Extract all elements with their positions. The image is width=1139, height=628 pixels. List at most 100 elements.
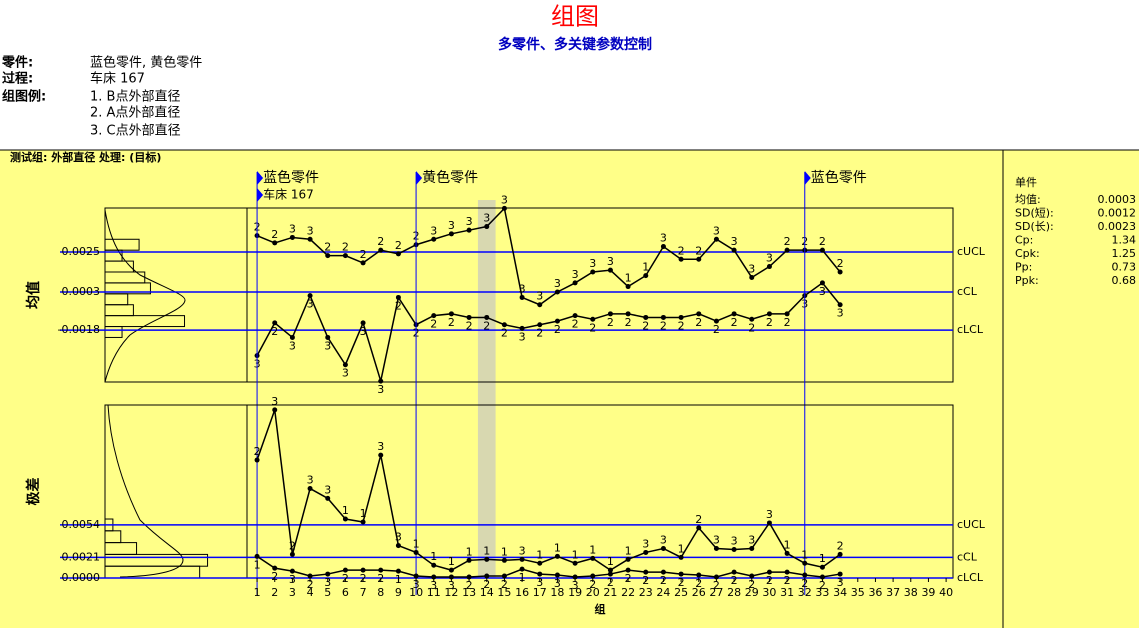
point bbox=[731, 569, 737, 575]
y-axis-label: 均值 bbox=[25, 281, 42, 309]
point bbox=[254, 553, 260, 559]
point bbox=[325, 495, 331, 501]
x-tick-label: 40 bbox=[939, 586, 953, 599]
point-label: 3 bbox=[589, 257, 596, 270]
point bbox=[289, 568, 295, 574]
point-label: 3 bbox=[572, 268, 579, 281]
point bbox=[360, 320, 366, 326]
point bbox=[448, 567, 454, 573]
point-label: 1 bbox=[448, 555, 455, 568]
point bbox=[501, 557, 507, 563]
normal-curve bbox=[107, 404, 184, 578]
control-label: cLCL bbox=[957, 323, 984, 336]
point bbox=[448, 231, 454, 237]
point bbox=[713, 236, 719, 242]
x-tick-label: 33 bbox=[815, 586, 829, 599]
point bbox=[342, 516, 348, 522]
x-tick-label: 8 bbox=[377, 586, 384, 599]
point bbox=[395, 568, 401, 574]
group-title: 测试组: 外部直径 处理: (目标) bbox=[10, 150, 161, 164]
point bbox=[378, 378, 384, 384]
point bbox=[731, 247, 737, 253]
normal-curve bbox=[104, 209, 186, 383]
point bbox=[554, 553, 560, 559]
point bbox=[784, 247, 790, 253]
stat-label: Cp: bbox=[1015, 234, 1033, 247]
point bbox=[431, 236, 437, 242]
point-label: 2 bbox=[731, 316, 738, 329]
point-label: 2 bbox=[642, 319, 649, 332]
point-label: 3 bbox=[536, 576, 543, 589]
point bbox=[643, 549, 649, 555]
point-label: 3 bbox=[748, 534, 755, 547]
point bbox=[537, 560, 543, 566]
point-label: 2 bbox=[589, 321, 596, 334]
hist-bar bbox=[104, 553, 209, 567]
point-label: 1 bbox=[642, 261, 649, 274]
point-label: 3 bbox=[713, 534, 720, 547]
point-label: 2 bbox=[554, 323, 561, 336]
point-label: 2 bbox=[501, 578, 508, 591]
point bbox=[554, 318, 560, 324]
point bbox=[360, 519, 366, 525]
stat-label: SD(短): bbox=[1015, 206, 1054, 220]
point bbox=[307, 573, 313, 579]
point bbox=[749, 573, 755, 579]
x-tick-label: 37 bbox=[886, 586, 900, 599]
point bbox=[554, 572, 560, 578]
point bbox=[766, 569, 772, 575]
point-label: 3 bbox=[837, 576, 844, 589]
stat-label: SD(长): bbox=[1015, 220, 1054, 233]
x-tick-label: 26 bbox=[692, 586, 706, 599]
point-label: 3 bbox=[466, 215, 473, 228]
point-label: 1 bbox=[784, 538, 791, 551]
marker-arrow bbox=[804, 171, 811, 185]
point bbox=[572, 560, 578, 566]
x-tick-label: 17 bbox=[533, 586, 547, 599]
y-tick-label: 0.0003 bbox=[62, 285, 101, 298]
legend-entry: 3. C点外部直径 bbox=[90, 124, 181, 139]
legend-entry: 1. B点外部直径 bbox=[90, 90, 180, 105]
x-tick-label: 1 bbox=[254, 586, 261, 599]
point-label: 1 bbox=[254, 558, 261, 571]
header-bg bbox=[0, 0, 1139, 150]
stat-label: 均值: bbox=[1015, 193, 1041, 206]
point-label: 2 bbox=[678, 319, 685, 332]
point-label: 2 bbox=[501, 327, 508, 340]
point-label: 3 bbox=[413, 578, 420, 591]
marker-label: 蓝色零件 bbox=[263, 169, 319, 186]
point-label: 2 bbox=[713, 579, 720, 592]
point bbox=[837, 269, 843, 275]
point bbox=[749, 274, 755, 280]
point-label: 2 bbox=[536, 327, 543, 340]
point-label: 3 bbox=[448, 219, 455, 232]
point bbox=[519, 294, 525, 300]
point bbox=[713, 546, 719, 552]
point bbox=[466, 557, 472, 563]
point-label: 3 bbox=[766, 508, 773, 521]
point-label: 3 bbox=[377, 383, 384, 396]
x-tick-label: 30 bbox=[762, 586, 776, 599]
series-line bbox=[256, 206, 841, 306]
point bbox=[802, 572, 808, 578]
point bbox=[360, 260, 366, 266]
point-label: 1 bbox=[536, 548, 543, 561]
point-label: 1 bbox=[589, 543, 596, 556]
point-label: 2 bbox=[307, 578, 314, 591]
point-label: 2 bbox=[837, 539, 844, 552]
y-tick-label: 0.0021 bbox=[62, 550, 101, 563]
x-tick-label: 32 bbox=[798, 586, 812, 599]
point bbox=[466, 314, 472, 320]
series-line bbox=[256, 409, 841, 572]
point-label: 2 bbox=[572, 318, 579, 331]
stat-label: Cpk: bbox=[1015, 247, 1040, 260]
x-tick-label: 5 bbox=[324, 586, 331, 599]
point bbox=[413, 549, 419, 555]
point bbox=[431, 562, 437, 568]
x-tick-label: 6 bbox=[342, 586, 349, 599]
title: 组图 bbox=[551, 3, 599, 31]
x-tick-label: 24 bbox=[656, 586, 670, 599]
point-label: 3 bbox=[501, 193, 508, 206]
point-label: 1 bbox=[501, 545, 508, 558]
point bbox=[413, 573, 419, 579]
